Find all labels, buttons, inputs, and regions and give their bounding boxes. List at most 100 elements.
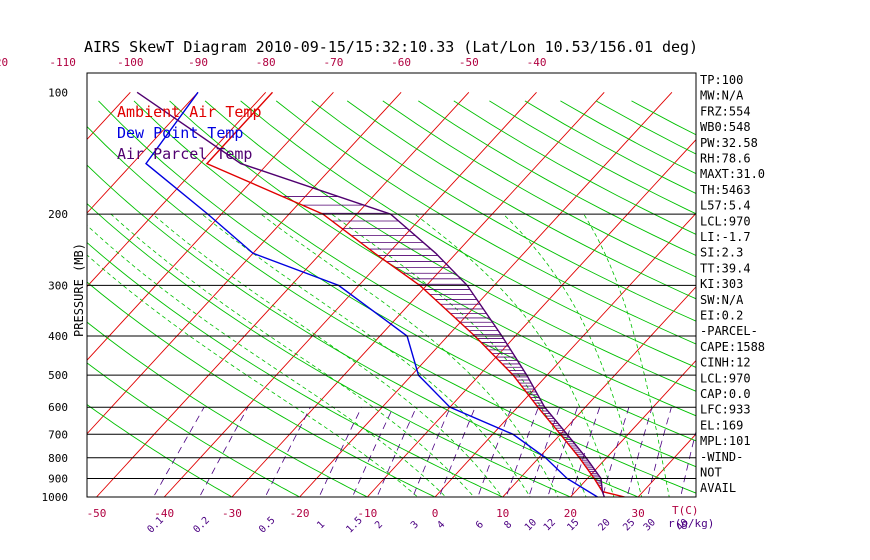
bottom-temp-tick-label: 10 [496, 507, 509, 520]
dry-adiabat-line [87, 321, 369, 497]
mixing-ratio-tick-label: 1 [315, 519, 327, 531]
isotherm-line [366, 139, 696, 497]
mixing-ratio-line [412, 407, 451, 497]
dry-adiabat-line [87, 241, 504, 497]
dry-adiabat-line [87, 403, 233, 497]
index-item: KI:303 [700, 277, 743, 291]
mixing-ratio-line [626, 407, 653, 497]
mixing-ratio-tick-label: 10 [523, 517, 539, 533]
dew-point-temp-line [145, 91, 598, 497]
dry-adiabat-line [275, 100, 696, 345]
index-item: CINH:12 [700, 356, 751, 370]
index-item: LFC:933 [700, 403, 751, 417]
pressure-tick-label: 800 [48, 452, 68, 465]
index-item: L57:5.4 [700, 199, 751, 213]
moist-adiabat-line [583, 213, 670, 497]
isotherm-line [87, 91, 334, 361]
pressure-tick-label: 700 [48, 428, 68, 441]
legend-ambient-air-temp: Ambient Air Temp [117, 103, 262, 121]
pressure-tick-label: 900 [48, 472, 68, 485]
dry-adiabat-line [311, 100, 696, 322]
mixing-ratio-unit: r(g/kg) [668, 517, 714, 530]
bottom-temp-tick-label: -40 [154, 507, 174, 520]
index-item: -WIND- [700, 450, 743, 464]
top-temp-tick-label: -90 [188, 56, 208, 69]
index-item: AVAIL [700, 481, 736, 495]
index-item: EL:169 [700, 418, 743, 432]
index-item: CAPE:1588 [700, 340, 765, 354]
mixing-ratio-line [351, 407, 394, 497]
mixing-ratio-tick-label: 20 [596, 517, 612, 533]
mixing-ratio-tick-label: 12 [542, 517, 558, 533]
dry-adiabat-line [524, 100, 696, 195]
index-item: EI:0.2 [700, 309, 743, 323]
isotherm-line [434, 212, 696, 497]
dry-adiabat-line [98, 100, 696, 468]
top-temp-tick-label: -40 [527, 56, 547, 69]
mixing-ratio-line [680, 429, 696, 497]
bottom-temp-tick-label: -20 [290, 507, 310, 520]
mixing-ratio-line [547, 407, 578, 497]
isotherm-line [231, 91, 605, 497]
isotherm-line [299, 91, 673, 497]
moist-adiabat-line [110, 213, 475, 497]
dry-adiabat-line [204, 100, 696, 392]
index-item: LCL:970 [700, 214, 751, 228]
mixing-ratio-line [153, 407, 205, 497]
mixing-ratio-tick-label: 4 [435, 519, 447, 531]
isotherm-line [637, 433, 696, 497]
dry-adiabat-line [87, 164, 640, 497]
index-item: TH:5463 [700, 183, 751, 197]
pressure-tick-label: 600 [48, 401, 68, 414]
mixing-ratio-line [264, 407, 311, 497]
moist-adiabat-line [331, 213, 587, 497]
mixing-ratio-line [505, 407, 539, 497]
legend-air-parcel-temp: Air Parcel Temp [117, 145, 252, 163]
bottom-temp-tick-label: -30 [222, 507, 242, 520]
mixing-ratio-line [647, 407, 672, 497]
moist-adiabat-line [260, 213, 559, 497]
dry-adiabat-line [346, 100, 696, 300]
legend: Ambient Air Temp Dew Point Temp Air Parc… [117, 103, 262, 163]
index-item: MAXT:31.0 [700, 167, 765, 181]
top-temp-tick-label: -50 [459, 56, 479, 69]
y-axis-label: PRESSURE (MB) [72, 243, 86, 337]
isotherm-line [87, 91, 199, 214]
top-temp-tick-label: -120 [0, 56, 8, 69]
moist-adiabat-line [87, 224, 447, 497]
moist-adiabat-line [201, 213, 531, 497]
top-temp-tick-label: -60 [391, 56, 411, 69]
mixing-ratio-line [601, 407, 630, 497]
mixing-ratio-line [477, 407, 512, 497]
top-temp-tick-label: -70 [323, 56, 343, 69]
bottom-temp-tick-label: 20 [564, 507, 577, 520]
pressure-tick-label: 300 [48, 279, 68, 292]
index-item: MW:N/A [700, 89, 744, 103]
bottom-temp-tick-label: 30 [631, 507, 644, 520]
pressure-tick-label: 1000 [42, 491, 69, 504]
index-item: FRZ:554 [700, 104, 751, 118]
bottom-temp-tick-label: 0 [432, 507, 439, 520]
chart-title: AIRS SkewT Diagram 2010-09-15/15:32:10.3… [84, 38, 698, 56]
mixing-ratio-line [199, 407, 249, 497]
top-temp-tick-label: -80 [256, 56, 276, 69]
bottom-temp-tick-label: -10 [357, 507, 377, 520]
dry-adiabat-line [240, 100, 696, 368]
pressure-tick-label: 200 [48, 208, 68, 221]
dry-adiabat-line [87, 362, 301, 497]
mixing-ratio-tick-label: 0.2 [191, 515, 212, 536]
pressure-tick-label: 100 [48, 86, 68, 99]
dry-adiabat-line [87, 125, 696, 494]
index-item: SW:N/A [700, 293, 744, 307]
index-item: PW:32.58 [700, 136, 758, 150]
index-item: RH:78.6 [700, 152, 751, 166]
x-axis-label: T(C) [672, 504, 699, 517]
index-item: SI:2.3 [700, 246, 743, 260]
index-item: LI:-1.7 [700, 230, 751, 244]
moist-adiabat-line [87, 254, 419, 497]
dry-adiabat-line [87, 202, 572, 497]
mixing-ratio-tick-label: 2 [373, 519, 385, 531]
moist-adiabat-line [503, 213, 643, 497]
